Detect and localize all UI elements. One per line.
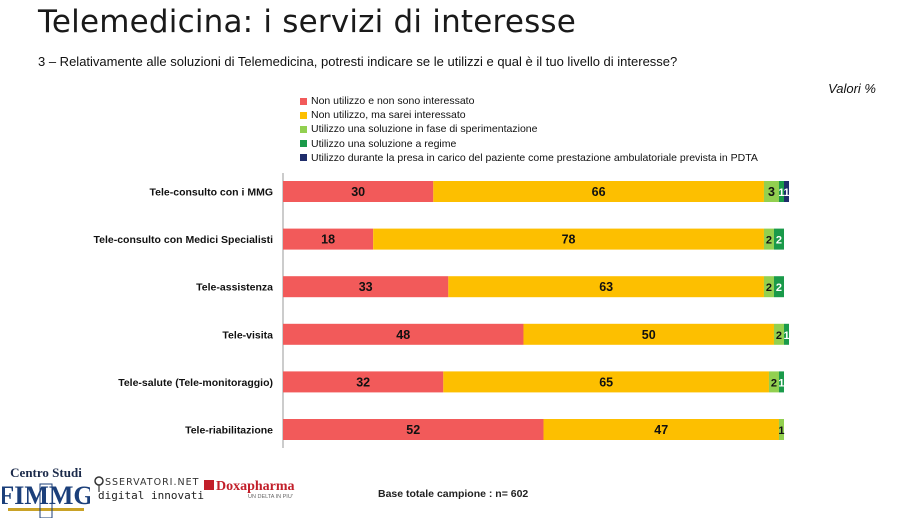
data-label: 30: [351, 185, 365, 199]
osservatori-logo: SSERVATORI.NET digital innovation: [94, 474, 217, 513]
data-label: 1: [778, 187, 784, 199]
sample-base-note: Base totale campione : n= 602: [378, 488, 529, 500]
bar-segment: [443, 371, 769, 393]
bar-segment: [283, 181, 434, 202]
legend-label: Utilizzo durante la presa in carico del …: [311, 151, 758, 164]
bar-segment: [773, 228, 784, 250]
legend-swatch: [300, 154, 307, 162]
units-note: Valori %: [828, 81, 876, 96]
bar-segment: [283, 323, 524, 345]
legend-swatch: [300, 140, 307, 148]
legend-label: Utilizzo una soluzione in fase di sperim…: [311, 123, 538, 136]
data-label: 2: [771, 377, 777, 389]
data-label: 52: [406, 423, 420, 437]
bar-segment: [283, 228, 374, 250]
footer-logos: Centro Studi FIMMG SSERVATORI.NET digita…: [0, 462, 320, 530]
category-label: Tele-riabilitazione: [185, 425, 273, 437]
svg-text:SSERVATORI.NET: SSERVATORI.NET: [105, 477, 199, 488]
svg-text:Centro Studi: Centro Studi: [10, 465, 82, 480]
legend-swatch: [300, 97, 307, 105]
legend-label: Utilizzo una soluzione a regime: [311, 137, 457, 150]
legend-swatch: [300, 126, 307, 133]
bar-segment: [784, 323, 790, 345]
stacked-bar-chart: Tele-consulto con i MMG 30 66 3 11Tele-consu…: [93, 173, 790, 448]
fimmg-logo-image: Centro Studi FIMMG: [0, 465, 94, 519]
data-label: 33: [359, 280, 373, 294]
bar-segment: [778, 419, 784, 440]
svg-text:UN DELTA IN PIU': UN DELTA IN PIU': [248, 494, 293, 500]
svg-text:Doxapharma: Doxapharma: [216, 479, 295, 494]
svg-text:FIMMG: FIMMG: [2, 481, 90, 510]
bar-segment: [778, 371, 784, 393]
data-label: 2: [766, 282, 772, 294]
data-label: 3: [768, 185, 775, 199]
bar-segment: [768, 371, 779, 393]
data-label: 1: [778, 377, 784, 389]
category-label: Tele-consulto con i MMG: [150, 187, 273, 199]
bar-segment: [773, 323, 784, 345]
bar-segment: [763, 228, 774, 250]
bar-segment: [784, 181, 790, 202]
data-label: 1: [778, 425, 784, 437]
legend-label: Non utilizzo e non sono interessato: [311, 95, 475, 107]
data-label: 2: [776, 330, 782, 342]
bar-segment: [543, 419, 779, 440]
data-label: 32: [356, 375, 370, 389]
data-label: 48: [396, 328, 410, 342]
legend-item: Non utilizzo e non sono interessato: [300, 94, 758, 108]
bar-segment: [778, 181, 784, 202]
category-label: Tele-assistenza: [196, 282, 273, 294]
legend-item: Utilizzo una soluzione a regime: [300, 137, 758, 151]
question-text: 3 – Relativamente alle soluzioni di Tele…: [38, 54, 678, 69]
category-label: Tele-consulto con Medici Specialisti: [93, 234, 273, 246]
data-label: 1: [783, 187, 789, 199]
page-title: Telemedicina: i servizi di interesse: [38, 4, 577, 40]
data-label: 2: [776, 235, 782, 247]
data-label: 18: [321, 233, 335, 247]
data-label: 65: [599, 375, 613, 389]
data-label: 78: [562, 233, 576, 247]
bar-segment: [283, 419, 544, 440]
bar-segment: [373, 228, 764, 250]
data-label: 50: [642, 328, 656, 342]
chart-legend: Non utilizzo e non sono interessato Non u…: [300, 94, 758, 165]
bar-segment: [773, 276, 784, 298]
doxapharma-logo-image: Doxapharma UN DELTA IN PIU': [204, 479, 295, 500]
bar-segment: [283, 371, 444, 393]
data-label: 66: [592, 185, 606, 199]
data-label: 1: [783, 330, 789, 342]
bar-segment: [283, 276, 449, 298]
legend-swatch: [300, 111, 307, 119]
bar-segment: [763, 276, 774, 298]
category-label: Tele-visita: [222, 329, 273, 341]
bar-segment: [523, 323, 774, 345]
data-label: 2: [766, 235, 772, 247]
legend-label: Non utilizzo, ma sarei interessato: [311, 109, 466, 122]
legend-item: Utilizzo una soluzione in fase di sperim…: [300, 122, 758, 136]
legend-item: Non utilizzo, ma sarei interessato: [300, 108, 758, 122]
legend-item: Utilizzo durante la presa in carico del …: [300, 151, 758, 165]
doxapharma-logo: Doxapharma UN DELTA IN PIU': [204, 476, 314, 513]
bar-segment: [433, 181, 764, 202]
category-label: Tele-salute (Tele-monitoraggio): [118, 377, 273, 389]
data-label: 63: [599, 280, 613, 294]
bar-segment: [448, 276, 764, 298]
bar-segment: [763, 181, 779, 202]
fimmg-logo: Centro Studi FIMMG: [0, 464, 94, 523]
data-label: 47: [654, 423, 668, 437]
svg-text:digital innovation: digital innovation: [98, 489, 204, 502]
osservatori-logo-image: SSERVATORI.NET digital innovation: [94, 476, 217, 502]
data-label: 2: [776, 282, 782, 294]
